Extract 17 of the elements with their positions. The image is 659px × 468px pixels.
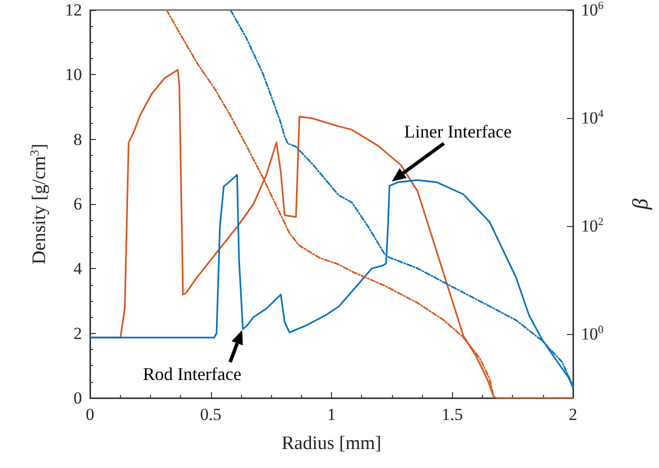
y-tick-label: 12 xyxy=(65,0,82,20)
x-tick-label: 0.5 xyxy=(200,405,222,424)
y-tick-label: 10 xyxy=(65,65,82,84)
y-tick-label: 8 xyxy=(74,130,82,149)
x-tick-label: 2 xyxy=(568,405,578,424)
x-axis-title: Radius [mm] xyxy=(282,433,382,454)
x-tick-label: 0 xyxy=(86,405,94,424)
y-axis-title: Density [g/cm3] xyxy=(28,144,50,264)
annotation: Rod Interface xyxy=(142,364,242,384)
y-tick-label: 2 xyxy=(74,324,82,343)
x-tick-label: 1 xyxy=(327,405,336,424)
x-tick-label: 1.5 xyxy=(442,405,463,424)
annotation: Liner Interface xyxy=(404,121,512,142)
y-tick-label: 0 xyxy=(74,388,82,408)
y-tick-label: 6 xyxy=(74,194,82,214)
y2-axis-title: β xyxy=(628,198,652,210)
y-tick-label: 4 xyxy=(74,259,82,278)
